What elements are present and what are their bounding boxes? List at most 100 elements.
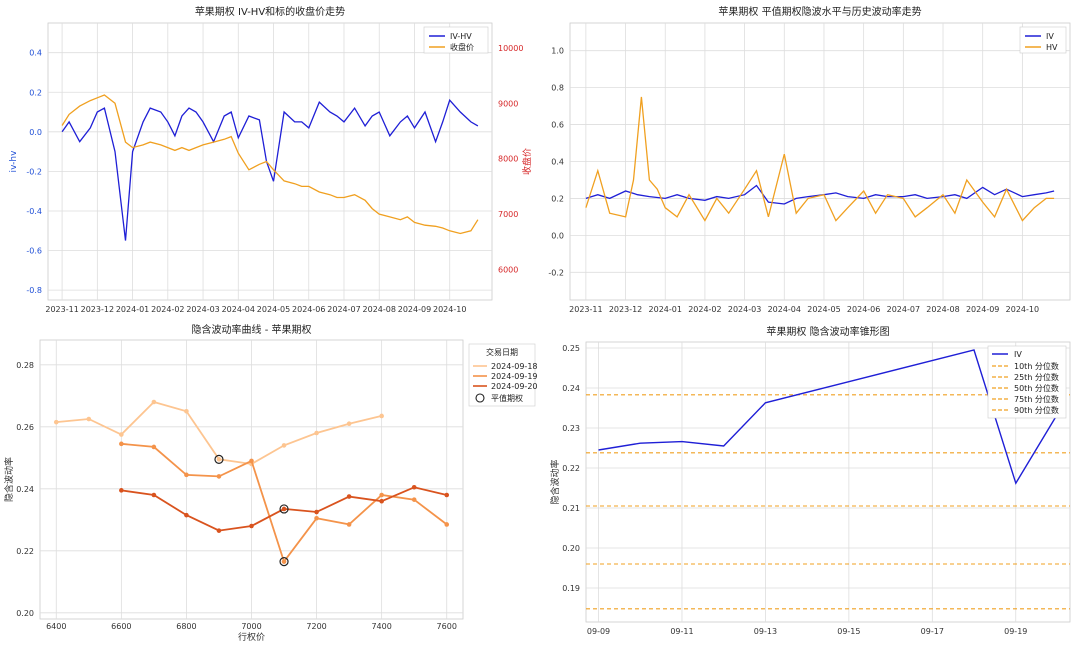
data-point: [281, 506, 287, 512]
y2-tick-label: 10000: [498, 44, 523, 53]
x-axis-label: 行权价: [238, 631, 265, 643]
x-tick-label: 2023-11: [569, 305, 602, 314]
x-tick-label: 2024-04: [768, 305, 801, 314]
x-tick-label: 09-17: [921, 627, 944, 636]
data-point: [411, 497, 417, 502]
y-tick-label: -0.2: [548, 268, 564, 277]
chart-iv-cone: 09-09 09-11 09-13 09-15 09-17 09-19 0.19 0.20 0.…: [549, 325, 1071, 636]
chart-title: 苹果期权 隐含波动率锥形图: [766, 325, 889, 338]
x-tick-label: 09-11: [670, 627, 693, 636]
legend-label: HV: [1046, 43, 1058, 52]
chart-title: 隐含波动率曲线 - 苹果期权: [192, 323, 312, 336]
y-tick-label: -0.6: [26, 247, 42, 256]
legend-label: 25th 分位数: [1014, 372, 1059, 382]
data-point: [151, 399, 157, 405]
y-tick-label: 0.25: [562, 344, 580, 353]
chart-iv-hv-price: 2023-11 2023-12 2024-01 2024-02 2024-03 2024-…: [9, 5, 533, 314]
x-tick-label: 7600: [437, 622, 457, 631]
x-tick-label: 2024-07: [327, 305, 360, 314]
y-tick-label: 0.19: [562, 584, 580, 593]
x-tick-label: 09-13: [754, 627, 777, 636]
legend-label: 2024-09-18: [491, 362, 538, 371]
y-tick-label: -0.4: [26, 207, 42, 216]
data-point: [216, 528, 222, 533]
y-tick-label: -0.2: [26, 167, 42, 176]
x-tick-label: 2024-08: [363, 305, 396, 314]
x-tick-label: 6400: [46, 622, 66, 631]
y-tick-label: 0.24: [16, 485, 34, 494]
data-point: [281, 559, 287, 564]
x-tick-label: 2024-04: [222, 305, 255, 314]
series-line: [121, 442, 448, 564]
data-point: [346, 522, 352, 527]
y-tick-label: 0.2: [29, 88, 42, 97]
y-axis-label: iv-hv: [9, 150, 19, 173]
legend-label: 90th 分位数: [1014, 405, 1059, 415]
x-tick-label: 09-19: [1004, 627, 1027, 636]
data-point: [119, 432, 124, 437]
data-point: [281, 443, 287, 448]
x-tick-label: 6600: [111, 622, 131, 631]
x-tick-label: 2024-10: [433, 305, 466, 314]
y-tick-label: 0.22: [16, 547, 34, 556]
y-tick-label: 0.0: [29, 128, 42, 137]
data-point: [379, 413, 384, 419]
data-point: [184, 472, 189, 478]
data-point: [119, 441, 124, 447]
data-point: [379, 492, 384, 498]
legend-label: IV: [1046, 32, 1054, 41]
legend-atm-marker: [475, 393, 485, 403]
x-tick-label: 2024-05: [257, 305, 290, 314]
y-axis-label: 隐含波动率: [3, 457, 15, 502]
x-tick-label: 2024-01: [116, 305, 149, 314]
y-tick-label: 1.0: [551, 47, 564, 56]
y-axis-label: 隐含波动率: [549, 459, 561, 504]
data-point: [216, 474, 222, 479]
legend-box: [468, 343, 536, 407]
data-point: [53, 419, 59, 425]
y-tick-label: 0.22: [562, 464, 580, 473]
y-tick-label: 0.21: [562, 504, 580, 513]
data-point: [86, 416, 92, 422]
y2-axis-label: 收盘价: [521, 148, 533, 175]
series-line: [61, 94, 479, 235]
x-tick-label: 2024-09: [966, 305, 999, 314]
atm-marker: [279, 504, 289, 514]
data-point: [314, 430, 319, 436]
legend-label: 10th 分位数: [1014, 361, 1059, 371]
y2-tick-label: 6000: [498, 266, 518, 275]
data-point: [184, 409, 189, 414]
legend-box: [423, 26, 489, 54]
y-tick-label: 0.26: [16, 423, 34, 432]
data-point: [411, 484, 417, 490]
x-tick-label: 6800: [176, 622, 196, 631]
y-tick-label: -0.8: [26, 286, 42, 295]
x-tick-label: 2024-06: [847, 305, 880, 314]
x-tick-label: 2024-08: [926, 305, 959, 314]
y-tick-label: 0.28: [16, 361, 34, 370]
plot-frame: [585, 341, 1071, 623]
x-tick-label: 2024-03: [186, 305, 219, 314]
x-tick-label: 2024-05: [807, 305, 840, 314]
data-point: [379, 498, 384, 504]
chart-title: 苹果期权 平值期权隐波水平与历史波动率走势: [718, 5, 921, 18]
y-tick-label: 0.24: [562, 384, 580, 393]
data-point: [249, 523, 254, 529]
chart-atm-iv-hv: 2023-11 2023-12 2024-01 2024-02 2024-03 2024-…: [548, 5, 1071, 314]
atm-marker: [279, 557, 289, 567]
data-point: [216, 457, 222, 462]
data-point: [151, 492, 157, 498]
data-point: [346, 494, 352, 499]
x-tick-label: 2024-02: [688, 305, 721, 314]
y-tick-label: 0.4: [29, 49, 42, 58]
data-point: [151, 444, 157, 450]
chart-title: 苹果期权 IV-HV和标的收盘价走势: [195, 5, 345, 18]
y-tick-label: 0.6: [551, 121, 564, 130]
x-tick-label: 09-09: [587, 627, 610, 636]
y-tick-label: 0.23: [562, 424, 580, 433]
legend-box: [1019, 26, 1067, 54]
series-line: [585, 96, 1055, 222]
series-line: [61, 98, 479, 241]
x-tick-label: 7200: [306, 622, 326, 631]
data-point: [314, 515, 319, 521]
